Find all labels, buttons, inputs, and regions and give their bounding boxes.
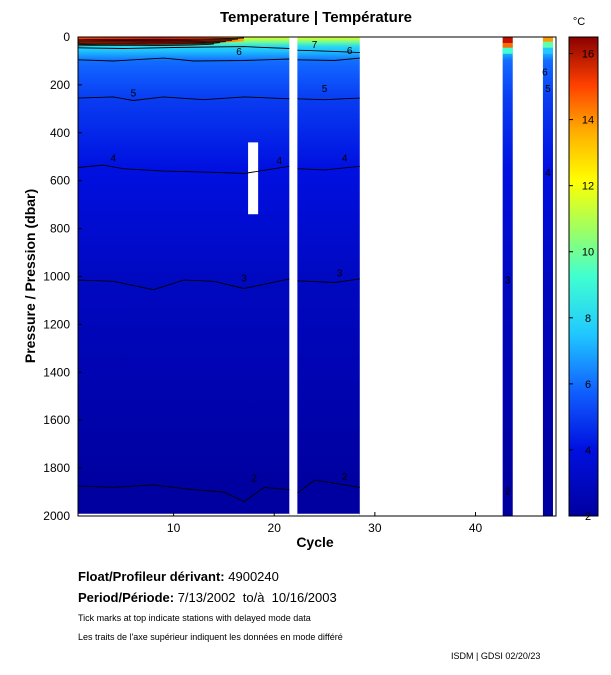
y-tick-label: 0 <box>63 30 70 44</box>
data-segment <box>502 37 513 516</box>
colorbar-tick-label: 16 <box>582 49 594 61</box>
colorbar-unit: °C <box>573 16 585 28</box>
colorbar-ticks: 2 4 6 8 10 12 14 16 <box>569 49 594 523</box>
x-tick-label: 10 <box>167 521 181 535</box>
contour-label: 6 <box>347 46 353 57</box>
x-tick-label: 30 <box>368 521 382 535</box>
colorbar-tick-label: 14 <box>582 115 594 127</box>
contour-line-7 <box>297 49 360 54</box>
x-axis-label: Cycle <box>296 534 334 550</box>
colorbar-tick-label: 10 <box>582 247 594 259</box>
y-axis: 0 200 400 600 800 1000 1200 1400 1600 1800 2000 <box>43 30 82 523</box>
contour-line-4 <box>78 164 290 174</box>
contour-label: 3 <box>337 269 343 280</box>
float-value: 4900240 <box>228 569 279 584</box>
contour-line-3 <box>297 278 360 283</box>
data-segment <box>78 37 290 516</box>
contour-label: 2 <box>251 473 257 484</box>
surface-contour-line <box>78 41 226 44</box>
contour-label: 7 <box>312 40 318 51</box>
contour-label: 6 <box>236 47 242 58</box>
y-tick-label: 800 <box>50 222 70 236</box>
x-tick-label: 40 <box>469 521 483 535</box>
contour-label: 5 <box>322 84 328 95</box>
plot-area: 7 6 6 6 5 5 5 4 4 4 4 3 3 3 2 2 2 <box>78 37 553 516</box>
y-tick-label: 1200 <box>43 317 70 331</box>
contour-label: 3 <box>241 273 247 284</box>
contour-label: 5 <box>131 88 137 99</box>
surface-contour-line <box>78 42 220 46</box>
contour-label: 4 <box>276 156 282 167</box>
profile-surface-cell <box>502 47 513 54</box>
contour-line-5 <box>78 96 290 101</box>
note-english: Tick marks at top indicate stations with… <box>78 613 311 623</box>
y-tick-label: 2000 <box>43 509 70 523</box>
period-label: Period/Période: <box>78 590 175 605</box>
profile-surface-cell <box>502 37 513 43</box>
contour-line-3 <box>78 278 290 291</box>
x-tick-label: 20 <box>268 521 282 535</box>
y-tick-label: 1800 <box>43 461 70 475</box>
contour-line-6 <box>297 57 360 61</box>
y-tick-label: 200 <box>50 78 70 92</box>
surface-contour-line <box>78 38 239 42</box>
contour-line-4 <box>297 165 360 171</box>
y-tick-label: 1000 <box>43 270 70 284</box>
surface-contour-line <box>78 37 245 41</box>
period-line: Period/Période: 7/13/2002 to/à 10/16/200… <box>78 590 337 605</box>
chart-title: Temperature | Température <box>220 9 412 26</box>
note-french: Les traits de l'axe supérieur indiquent … <box>78 632 343 642</box>
contour-label: 4 <box>110 154 116 165</box>
period-value: 7/13/2002 to/à 10/16/2003 <box>177 590 337 605</box>
data-segment <box>297 37 360 516</box>
missing-data-block <box>248 142 259 215</box>
credit-line: ISDM | GDSI 02/20/23 <box>451 651 541 661</box>
profile-surface-cell <box>542 37 553 42</box>
contour-label: 4 <box>545 168 551 179</box>
contour-label: 6 <box>542 67 548 78</box>
colorbar-tick-label: 2 <box>585 511 591 523</box>
colorbar-tick-label: 4 <box>585 445 591 457</box>
contour-line-2 <box>297 479 360 494</box>
contour-label: 2 <box>505 486 511 497</box>
surface-contour-line <box>78 39 232 43</box>
contour-line-5 <box>297 97 360 101</box>
float-label: Float/Profileur dérivant: <box>78 569 225 584</box>
contour-label: 4 <box>342 154 348 165</box>
x-axis: 10 20 30 40 <box>167 512 483 535</box>
y-tick-label: 400 <box>50 126 70 140</box>
colorbar-tick-label: 8 <box>585 313 591 325</box>
profile-surface-cell <box>542 41 553 48</box>
y-tick-label: 600 <box>50 174 70 188</box>
profile-surface-cell <box>542 47 553 54</box>
y-axis-label: Pressure / Pression (dbar) <box>22 189 38 363</box>
colorbar-tick-label: 6 <box>585 379 591 391</box>
y-tick-label: 1400 <box>43 365 70 379</box>
contour-label: 5 <box>545 84 551 95</box>
contour-label: 2 <box>342 472 348 483</box>
colorbar <box>568 36 599 517</box>
contour-line-7 <box>78 46 290 49</box>
profile-surface-cell <box>502 42 513 48</box>
colorbar-tick-label: 12 <box>582 181 594 193</box>
data-segment <box>542 37 553 516</box>
y-tick-label: 1600 <box>43 413 70 427</box>
contour-label: 3 <box>505 276 511 287</box>
surface-contour-line <box>78 43 214 47</box>
contour-line-6 <box>78 57 290 62</box>
float-line: Float/Profileur dérivant: 4900240 <box>78 569 279 584</box>
contour-line-2 <box>78 484 290 503</box>
